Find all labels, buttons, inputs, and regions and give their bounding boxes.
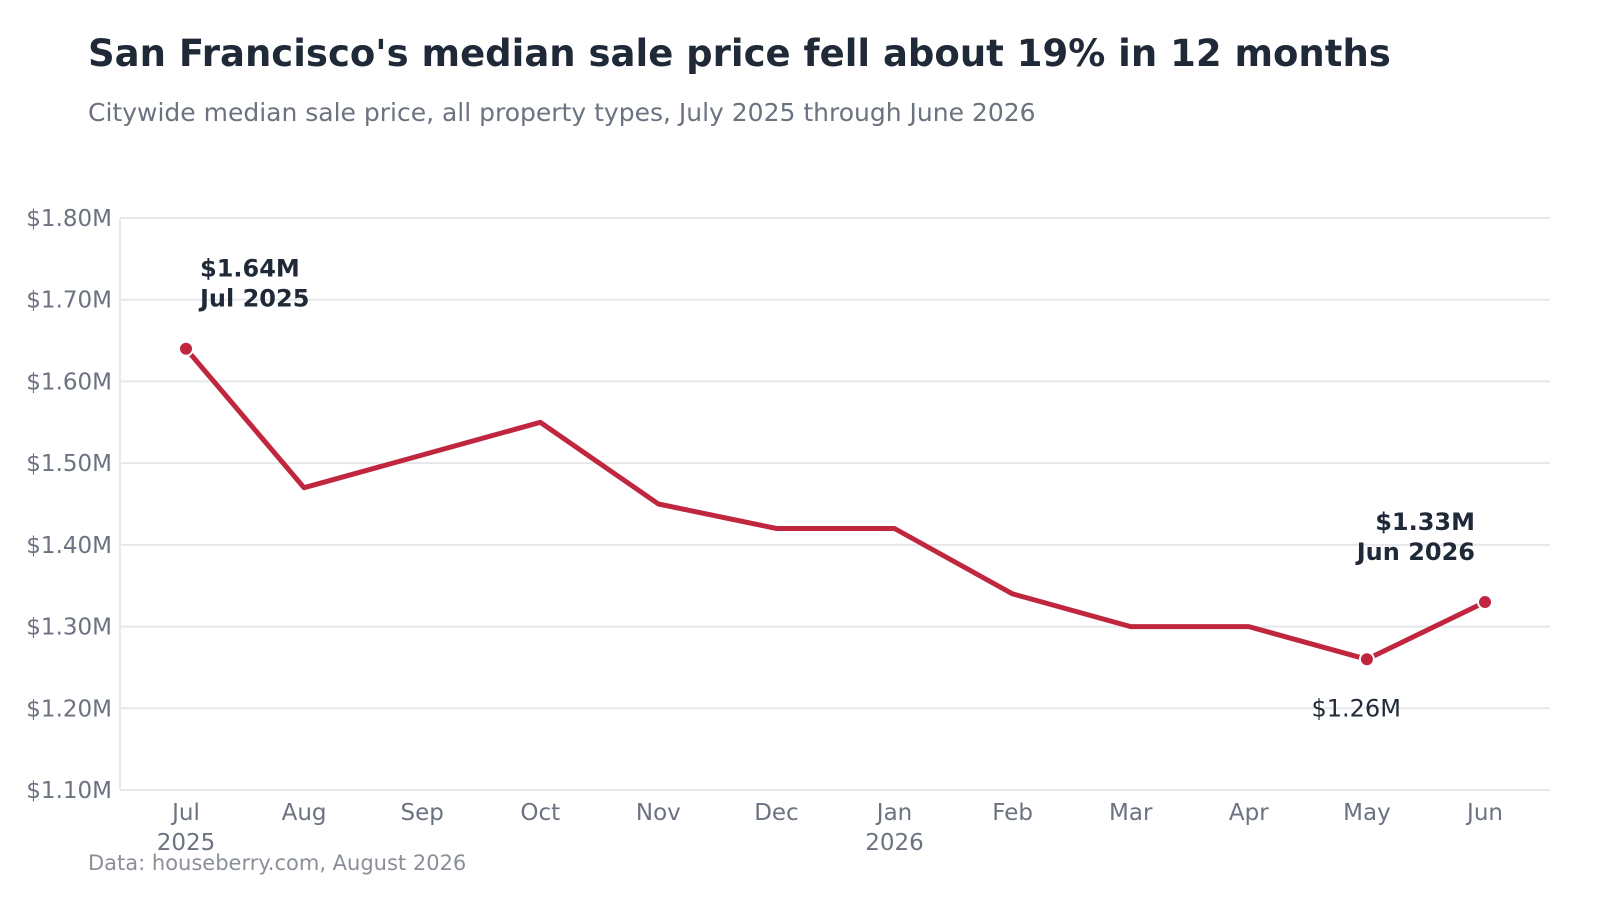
- gridlines: [120, 217, 1550, 710]
- x-tick-year-label: 2025: [157, 830, 216, 856]
- x-tick-label: Jun: [1465, 800, 1503, 826]
- x-tick-label: Nov: [636, 800, 681, 826]
- data-point: [1477, 594, 1493, 611]
- y-tick-label: $1.20M: [26, 696, 112, 722]
- data-point: [178, 340, 194, 357]
- y-axis-ticks: $1.10M $1.20M $1.30M $1.40M $1.50M $1.60M $1.7…: [26, 206, 112, 804]
- y-tick-label: $1.40M: [26, 533, 112, 559]
- x-tick-label: Dec: [754, 800, 799, 826]
- x-tick-label: Sep: [401, 800, 444, 826]
- y-tick-label: $1.60M: [26, 369, 112, 395]
- annotation-label: Jul 2025: [198, 285, 309, 313]
- source-note: Data: houseberry.com, August 2026: [88, 851, 467, 875]
- y-tick-label: $1.10M: [26, 778, 112, 804]
- x-tick-year-label: 2026: [865, 830, 924, 856]
- series-line: [183, 346, 1488, 662]
- x-tick-label: Oct: [520, 800, 560, 826]
- x-tick-label: Apr: [1229, 800, 1269, 826]
- annotation-label: $1.33M: [1375, 508, 1475, 536]
- y-tick-label: $1.50M: [26, 451, 112, 477]
- x-tick-label: Jul: [170, 800, 200, 826]
- axes: [119, 218, 1550, 791]
- x-tick-label: May: [1343, 800, 1391, 826]
- x-tick-label: Mar: [1109, 800, 1153, 826]
- x-tick-label: Feb: [992, 800, 1033, 826]
- y-tick-label: $1.80M: [26, 206, 112, 232]
- series-line-layer: [183, 346, 1488, 662]
- data-points: [178, 340, 1493, 668]
- annotation-label: $1.64M: [200, 255, 300, 283]
- y-tick-label: $1.30M: [26, 615, 112, 641]
- data-point: [1358, 651, 1375, 668]
- annotation-label: $1.26M: [1311, 694, 1400, 722]
- x-tick-label: Jan: [875, 800, 912, 826]
- x-axis-ticks: Jul 2025 Aug Sep Oct Nov Dec Jan 2026 Feb Mar Apr Ma…: [157, 800, 1503, 856]
- chart-subtitle: Citywide median sale price, all property…: [88, 98, 1036, 127]
- y-tick-label: $1.70M: [26, 288, 112, 314]
- x-tick-label: Aug: [282, 800, 327, 826]
- chart-title: San Francisco's median sale price fell a…: [88, 32, 1391, 75]
- annotation-label: Jun 2026: [1355, 538, 1475, 566]
